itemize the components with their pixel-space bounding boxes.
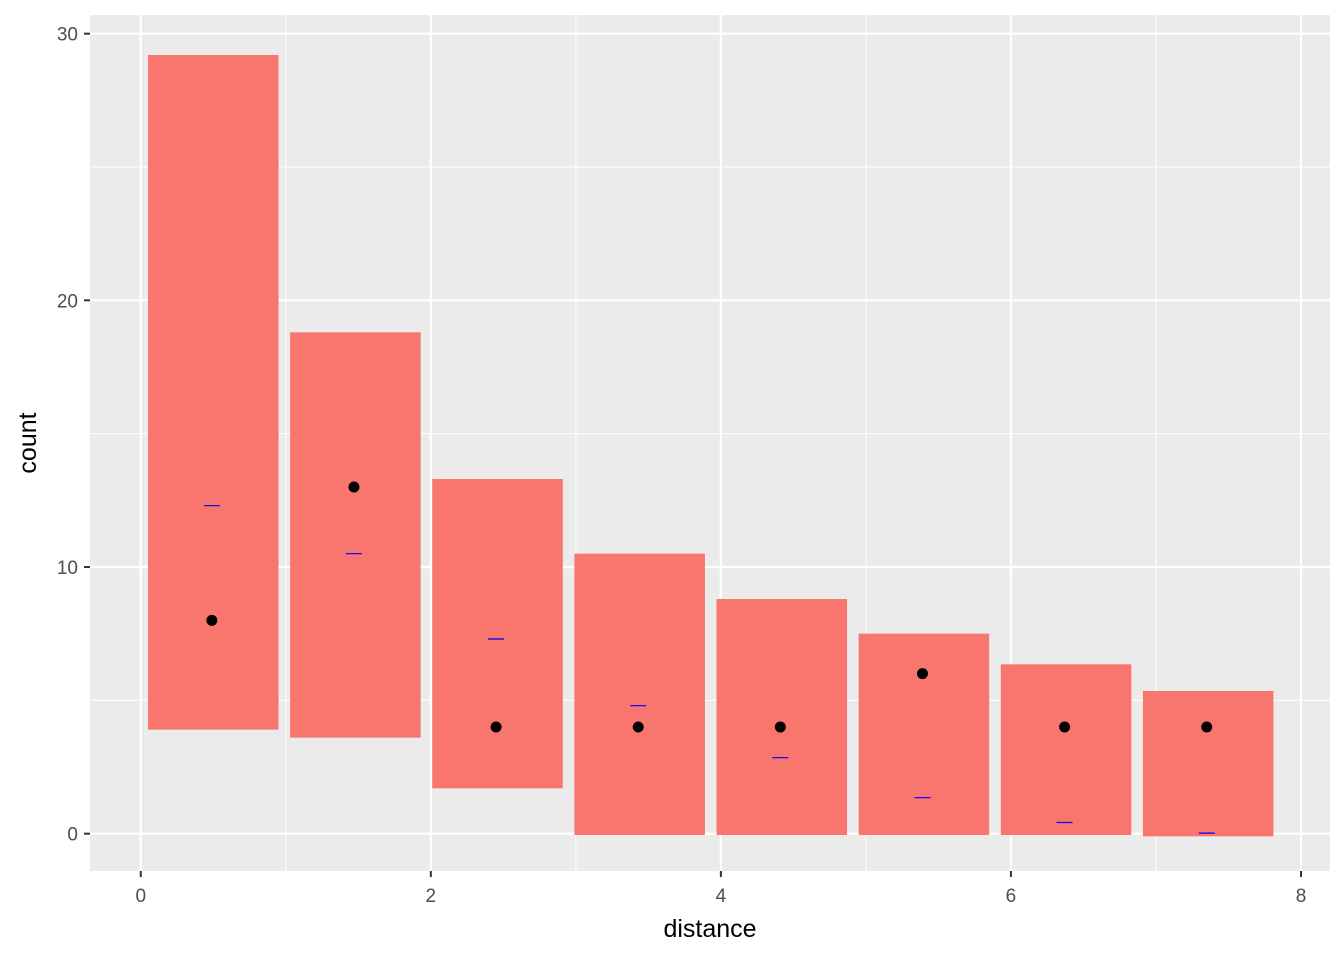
range-bar [1142,691,1274,837]
data-point [348,481,360,493]
y-tick-label: 10 [57,558,78,579]
y-tick-label: 0 [67,825,78,846]
x-tick-label: 6 [1006,886,1017,907]
data-point [774,721,786,733]
data-point [206,614,218,626]
data-point [916,668,928,680]
range-bar [716,599,848,835]
data-point [632,721,644,733]
data-point [490,721,502,733]
y-tick-label: 30 [57,25,78,46]
data-point [1059,721,1071,733]
x-tick-label: 2 [426,886,437,907]
x-tick-label: 8 [1296,886,1307,907]
data-point [1201,721,1213,733]
range-bar [574,553,705,835]
range-bar [432,479,563,789]
x-tick-label: 0 [135,886,146,907]
x-tick-label: 4 [716,886,727,907]
y-axis-title: count [14,412,42,473]
bar-layer [148,55,1274,837]
range-bar [290,332,421,738]
y-tick-label: 20 [57,291,78,312]
range-bar [148,55,279,730]
minor-grid [90,15,1330,871]
axis-tick-labels: 0 2 4 6 8 0 10 20 30 [57,25,1306,907]
range-bar [858,633,990,835]
point-layer [206,481,1213,733]
x-axis-title: distance [663,915,756,943]
axis-ticks [84,32,1302,877]
range-bar [1000,664,1132,835]
mean-tick-layer [203,505,1215,834]
